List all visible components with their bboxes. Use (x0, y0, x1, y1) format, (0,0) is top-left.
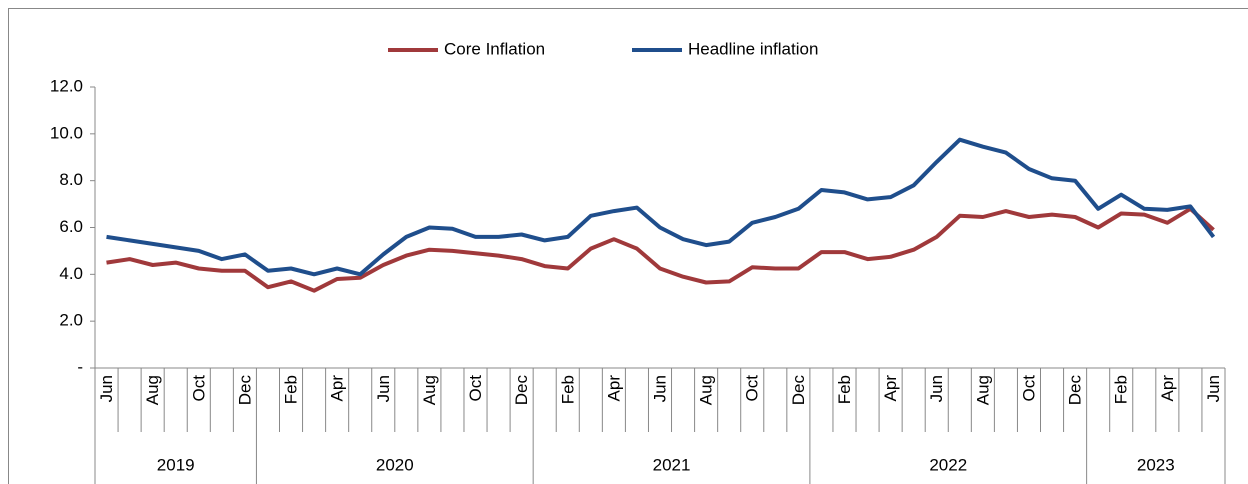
series-line (106, 137, 1216, 277)
x-tick-label: Jun (927, 375, 946, 402)
x-tick-label: Feb (1112, 375, 1131, 404)
x-tick-label: Oct (743, 375, 762, 402)
x-tick-label: Apr (328, 375, 347, 402)
year-label: 2023 (1137, 455, 1175, 474)
y-tick-label: 10.0 (50, 123, 83, 142)
x-tick-label: Aug (973, 375, 992, 405)
legend-label: Headline inflation (688, 39, 818, 58)
y-tick-label: 8.0 (59, 170, 83, 189)
y-tick-label: 6.0 (59, 217, 83, 236)
x-tick-label: Oct (1019, 375, 1038, 402)
y-tick-label: 12.0 (50, 76, 83, 95)
x-tick-label: Apr (881, 375, 900, 402)
year-label: 2020 (376, 455, 414, 474)
x-tick-label: Aug (420, 375, 439, 405)
x-tick-label: Jun (651, 375, 670, 402)
x-tick-label: Dec (789, 375, 808, 406)
x-tick-label: Jun (374, 375, 393, 402)
x-tick-label: Jun (97, 375, 116, 402)
x-tick-label: Feb (558, 375, 577, 404)
x-tick-label: Dec (512, 375, 531, 406)
x-tick-label: Jun (1204, 375, 1223, 402)
x-tick-label: Oct (189, 375, 208, 402)
x-tick-label: Feb (282, 375, 301, 404)
series-line (106, 206, 1215, 293)
x-tick-label: Apr (1158, 375, 1177, 402)
chart-frame (8, 8, 1248, 484)
y-tick-label: 4.0 (59, 264, 83, 283)
year-label: 2021 (653, 455, 691, 474)
year-label: 2019 (157, 455, 195, 474)
x-tick-label: Aug (143, 375, 162, 405)
y-tick-label: - (77, 357, 83, 376)
legend-label: Core Inflation (444, 39, 545, 58)
y-tick-label: 2.0 (59, 311, 83, 330)
x-tick-label: Feb (835, 375, 854, 404)
x-tick-label: Apr (604, 375, 623, 402)
x-tick-label: Dec (235, 375, 254, 406)
x-tick-label: Dec (1066, 375, 1085, 406)
year-label: 2022 (929, 455, 967, 474)
x-tick-label: Aug (697, 375, 716, 405)
x-tick-label: Oct (466, 375, 485, 402)
